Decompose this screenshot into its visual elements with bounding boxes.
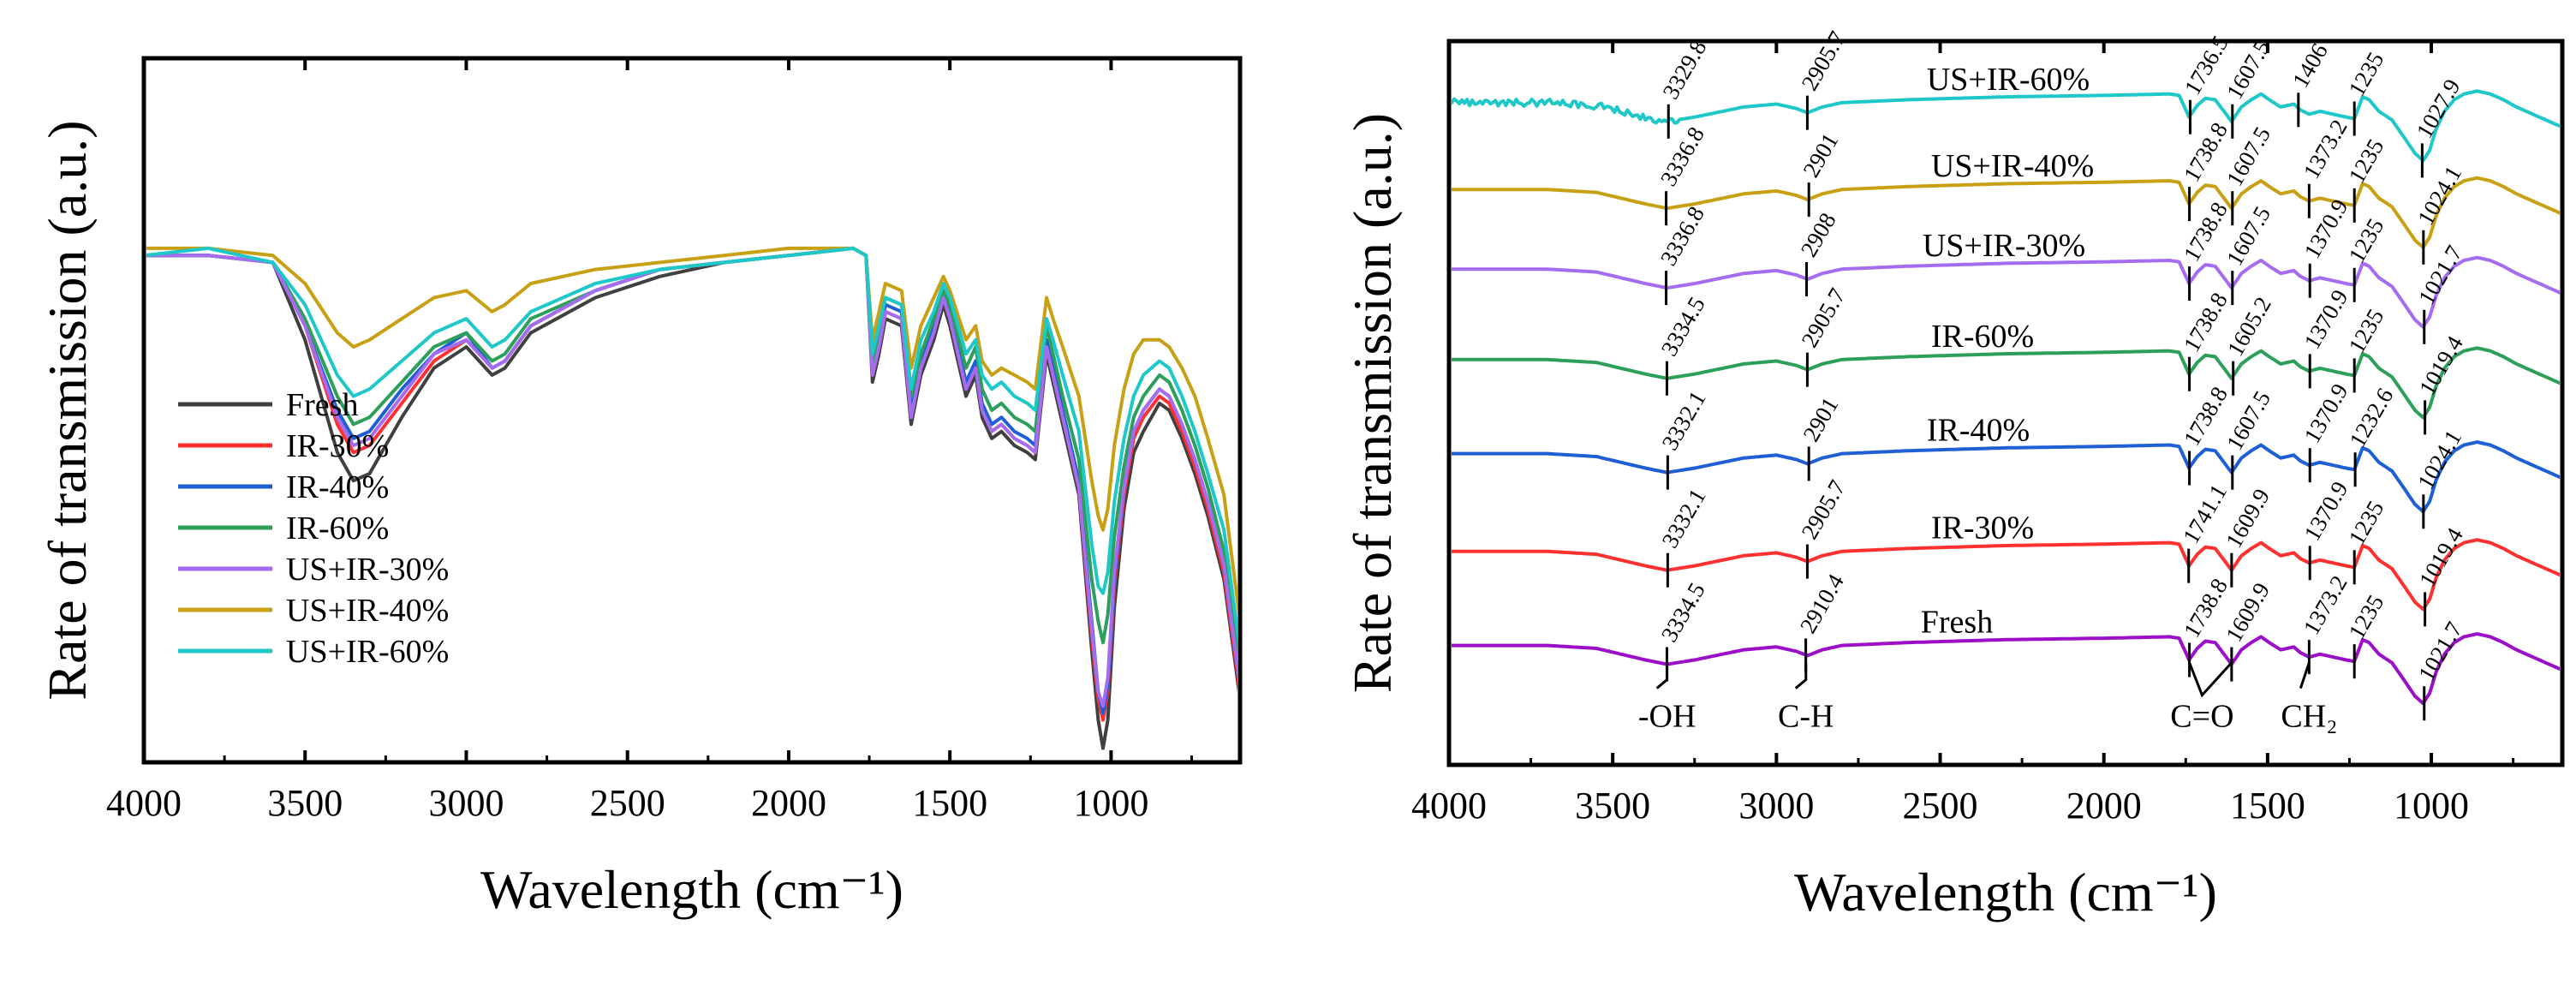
right-series-label-ir-60: IR-60% xyxy=(1931,319,2034,355)
right-series-line-us-ir-30 xyxy=(1452,255,2560,329)
right-series-lines xyxy=(1452,89,2560,706)
left-series-lines xyxy=(146,246,1237,750)
right-peak-label-us-ir-60-1235: 1235 xyxy=(2343,48,2388,101)
left-plot-frame xyxy=(141,56,1243,765)
right-peak-label-fresh-1021-7: 1021.7 xyxy=(2413,618,2467,685)
left-x-tick-label-3000: 3000 xyxy=(428,782,504,824)
right-ch-bracket xyxy=(1794,662,1808,690)
right-x-tick-label-2500: 2500 xyxy=(1903,785,1978,827)
right-x-tick-label-4000: 4000 xyxy=(1411,785,1487,827)
right-series-label-us-ir-60: US+IR-60% xyxy=(1927,62,2090,98)
left-legend-label-us-ir-60: US+IR-60% xyxy=(286,634,449,670)
left-x-tick-label-2500: 2500 xyxy=(590,782,665,824)
left-x-tick-label-4000: 4000 xyxy=(106,782,182,824)
right-peak-label-ir-40-2901: 2901 xyxy=(1798,393,1843,446)
right-peak-label-ir-40-1232-6: 1232.6 xyxy=(2344,384,2398,451)
right-panel: 4000 3500 3000 2500 2000 1500 1000 Wavelength (… xyxy=(1342,27,2565,922)
left-series-line-us-ir-60 xyxy=(146,246,1237,644)
right-group-label-ch: CH₂ xyxy=(2281,699,2337,735)
right-peak-label-us-ir-40-2901: 2901 xyxy=(1798,128,1843,182)
right-x-tick-label-1000: 1000 xyxy=(2394,785,2469,827)
right-x-axis-label: Wavelength (cm⁻¹) xyxy=(1794,862,2217,922)
left-x-tick-label-2000: 2000 xyxy=(751,782,826,824)
right-y-axis-label: Rate of transmission (a.u.) xyxy=(1342,113,1403,693)
left-panel: 4000 3500 3000 2500 2000 1500 1000 Wavelength (… xyxy=(37,56,1243,920)
right-series-label-us-ir-40: US+IR-40% xyxy=(1931,148,2094,184)
right-peak-label-us-ir-30-3336-8: 3336.8 xyxy=(1655,202,1709,270)
right-peak-label-us-ir-40-1024-1: 1024.1 xyxy=(2412,162,2466,230)
left-legend-label-us-ir-30: US+IR-30% xyxy=(286,552,449,588)
right-co-bracket xyxy=(2188,661,2233,698)
right-group-label-c-o: C=O xyxy=(2170,699,2233,735)
right-peak-label-ir-30-1019-4: 1019.4 xyxy=(2414,523,2468,592)
right-series-label-us-ir-30: US+IR-30% xyxy=(1923,228,2085,264)
left-legend-label-fresh: Fresh xyxy=(286,387,358,423)
right-plot-frame xyxy=(1446,39,2565,767)
left-series-line-us-ir-30 xyxy=(146,246,1237,708)
right-group-label-oh: -OH xyxy=(1638,699,1696,735)
right-peak-label-fresh-2910-4: 2910.4 xyxy=(1795,570,1849,638)
right-peak-label-ir-60-3334-5: 3334.5 xyxy=(1656,292,1710,360)
left-x-tick-label-1000: 1000 xyxy=(1073,782,1148,824)
right-x-tick-label-1500: 1500 xyxy=(2230,785,2305,827)
right-series-line-ir-60 xyxy=(1452,346,2560,420)
right-peak-label-us-ir-30-1021-7: 1021.7 xyxy=(2413,241,2467,308)
left-series-line-ir-60 xyxy=(146,246,1237,665)
right-peak-label-ir-40-1024-1: 1024.1 xyxy=(2412,426,2466,493)
left-x-tick-label-1500: 1500 xyxy=(912,782,987,824)
right-peak-label-ir-60-1019-4: 1019.4 xyxy=(2414,331,2468,400)
right-x-tick-label-3500: 3500 xyxy=(1575,785,1650,827)
right-peak-label-ir-30-3332-1: 3332.1 xyxy=(1657,484,1711,552)
left-legend-label-ir-30: IR-30% xyxy=(286,428,389,464)
right-series-line-ir-30 xyxy=(1452,538,2560,612)
right-x-tick-label-3000: 3000 xyxy=(1738,785,1814,827)
right-series-line-fresh xyxy=(1452,632,2560,706)
right-group-label-c-h: C-H xyxy=(1778,699,1834,735)
right-series-label-ir-30: IR-30% xyxy=(1931,510,2034,546)
right-peak-label-ir-30-1235: 1235 xyxy=(2343,497,2388,550)
right-peak-label-us-ir-60-1027-9: 1027.9 xyxy=(2412,75,2466,142)
right-series-label-fresh: Fresh xyxy=(1921,605,1993,641)
right-peak-label-us-ir-30-2908: 2908 xyxy=(1796,208,1841,261)
right-peak-label-ir-60-2905-7: 2905.7 xyxy=(1797,284,1851,351)
right-series-line-ir-40 xyxy=(1452,440,2560,514)
left-y-axis-label: Rate of transmission (a.u.) xyxy=(37,120,98,700)
right-series-label-ir-40: IR-40% xyxy=(1927,413,2030,449)
right-ch2-bracket xyxy=(2299,662,2311,690)
left-series-line-us-ir-40 xyxy=(146,246,1237,615)
right-peak-label-fresh-3334-5: 3334.5 xyxy=(1656,578,1710,646)
right-peak-label-fresh-1235: 1235 xyxy=(2343,590,2388,643)
right-peak-label-us-ir-60-2905-7: 2905.7 xyxy=(1797,27,1851,94)
right-series-line-us-ir-40 xyxy=(1452,176,2560,249)
right-peak-label-us-ir-40-1235: 1235 xyxy=(2343,134,2388,188)
right-x-tick-label-2000: 2000 xyxy=(2066,785,2142,827)
left-legend-label-ir-60: IR-60% xyxy=(286,510,389,546)
left-legend-label-ir-40: IR-40% xyxy=(286,469,389,505)
right-peak-label-us-ir-60-3329-8: 3329.8 xyxy=(1657,35,1711,103)
right-peak-label-ir-40-3332-1: 3332.1 xyxy=(1657,386,1711,454)
left-x-tick-label-3500: 3500 xyxy=(267,782,343,824)
right-peak-label-us-ir-60-1406: 1406 xyxy=(2287,39,2333,93)
right-peak-label-us-ir-40-3336-8: 3336.8 xyxy=(1655,122,1709,190)
right-peak-label-ir-30-2905-7: 2905.7 xyxy=(1797,475,1851,543)
right-oh-bracket xyxy=(1655,662,1669,690)
right-peak-label-ir-60-1235: 1235 xyxy=(2343,305,2388,358)
right-series-line-us-ir-60 xyxy=(1452,89,2560,163)
left-legend-label-us-ir-40: US+IR-40% xyxy=(286,593,449,629)
left-x-axis-label: Wavelength (cm⁻¹) xyxy=(480,859,903,920)
right-peak-label-us-ir-30-1235: 1235 xyxy=(2343,214,2388,267)
